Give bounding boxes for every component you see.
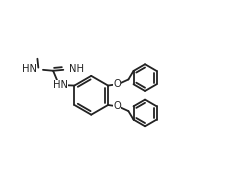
Text: HN: HN [53, 80, 68, 90]
Text: O: O [113, 101, 121, 112]
Text: HN: HN [22, 64, 37, 75]
Text: NH: NH [69, 64, 84, 75]
Text: O: O [113, 79, 121, 89]
